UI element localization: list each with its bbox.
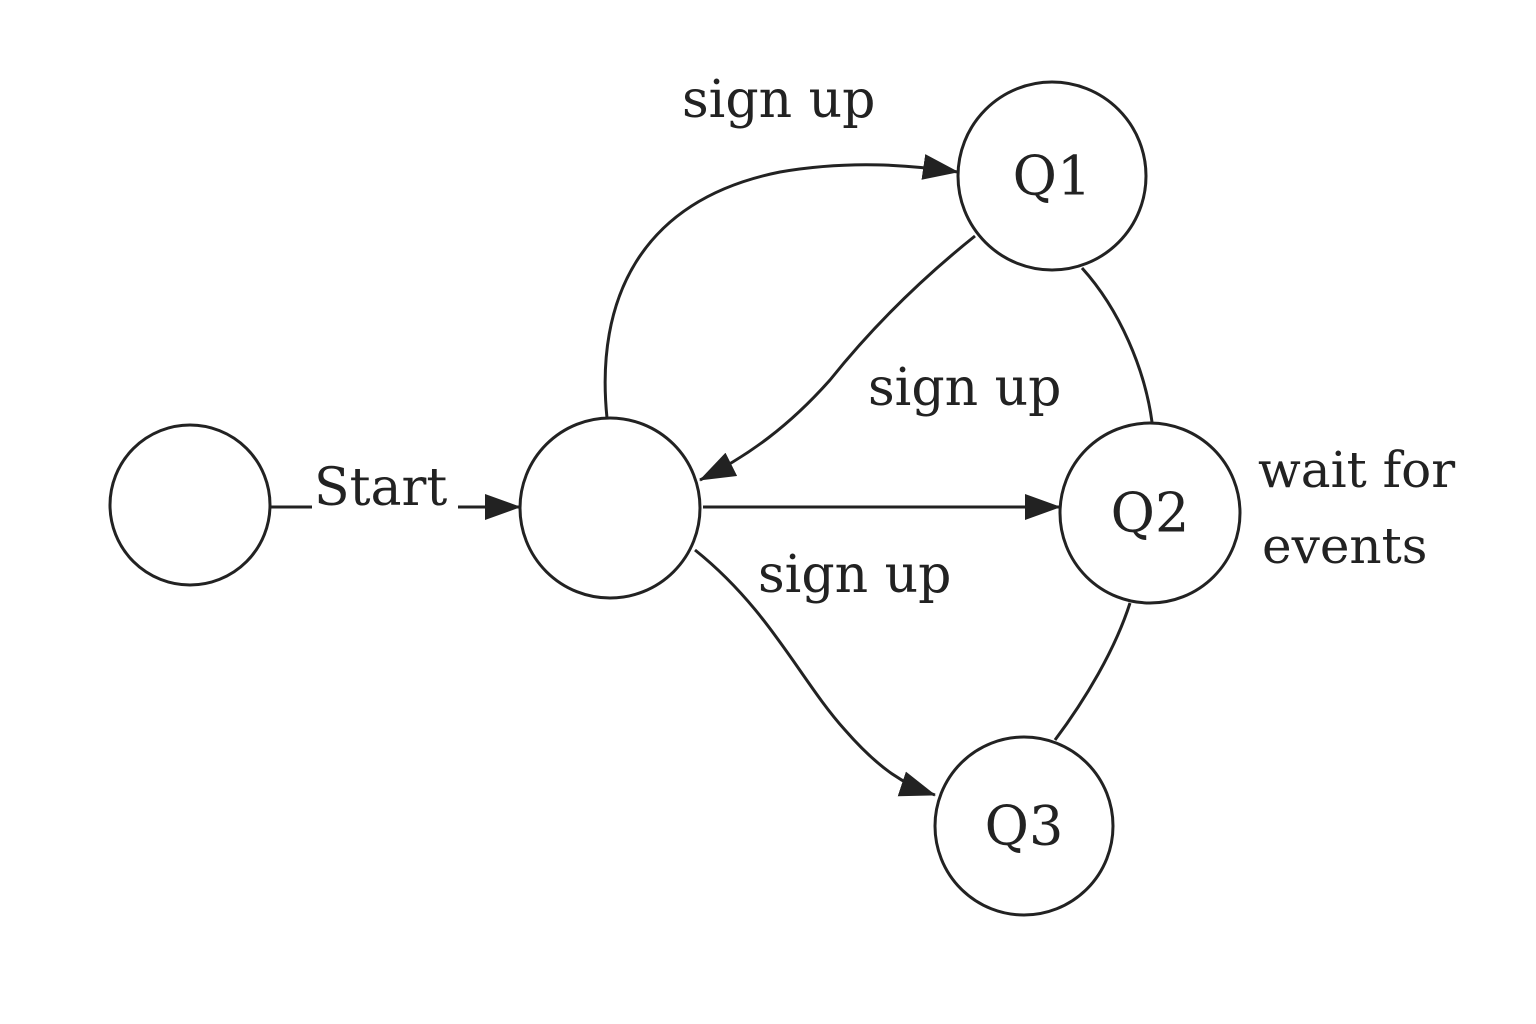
note-q2-line1: wait for (1258, 441, 1455, 499)
state-q2-label: Q2 (1111, 482, 1190, 545)
edge-q2-to-q3 (1053, 602, 1132, 741)
state-q1: Q1 (956, 80, 1148, 272)
state-initial (108, 423, 272, 587)
edge-q1-to-hub (699, 234, 976, 482)
state-q3: Q3 (933, 735, 1115, 917)
state-q3-label: Q3 (985, 795, 1064, 858)
label-q1-to-hub: sign up (868, 358, 1061, 418)
label-hub-to-q1: sign up (682, 70, 875, 130)
edge-q1-to-q2 (1080, 266, 1154, 423)
edge-hub-to-q3 (694, 548, 936, 797)
note-q2-line2: events (1262, 517, 1427, 575)
state-q2: Q2 (1058, 421, 1242, 605)
state-hub (518, 416, 702, 600)
label-start: Start (314, 458, 447, 518)
state-q1-label: Q1 (1013, 145, 1092, 208)
label-hub-to-q3: sign up (758, 545, 951, 605)
edge-hub-to-q1 (603, 154, 959, 419)
